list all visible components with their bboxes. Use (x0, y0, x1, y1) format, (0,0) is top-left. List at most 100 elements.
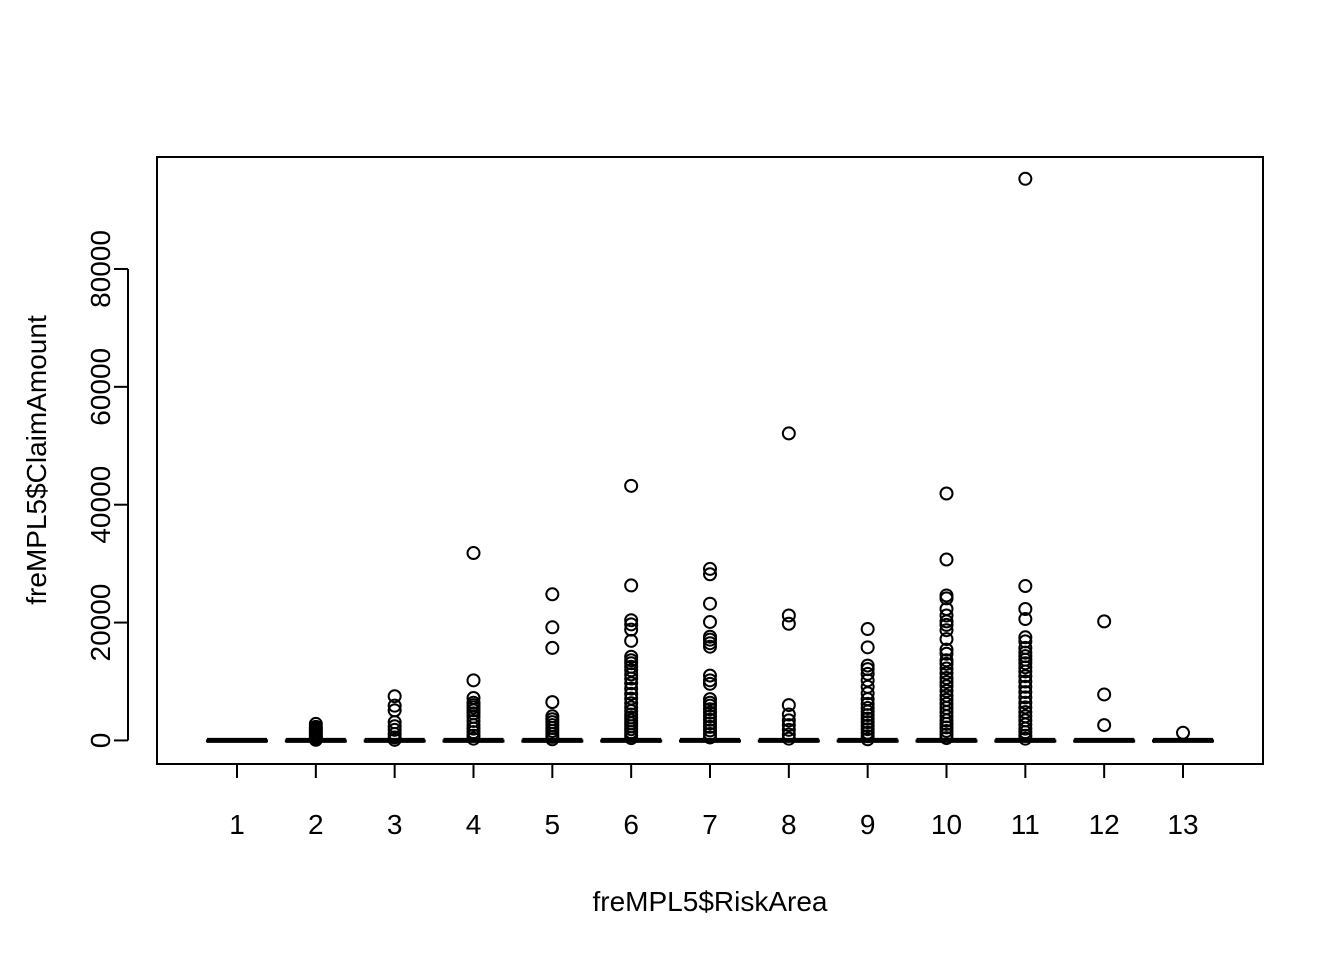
outlier-point (781, 718, 796, 733)
outlier-point (624, 613, 639, 628)
x-tick-label: 10 (931, 809, 962, 840)
outlier-point (1097, 687, 1112, 702)
outlier-point (939, 656, 954, 671)
outlier-point (703, 730, 717, 745)
outlier-point (781, 616, 796, 631)
outlier-point (1018, 685, 1033, 700)
outlier-point (781, 707, 796, 722)
outlier-point (939, 675, 954, 690)
y-tick-label: 60000 (85, 348, 116, 426)
outliers (308, 171, 1190, 747)
outlier-point (781, 722, 796, 737)
outlier-point (860, 732, 875, 747)
y-axis-title: freMPL5$ClaimAmount (21, 315, 52, 605)
outlier-point (781, 713, 796, 728)
outlier-point (466, 731, 481, 746)
boxes (206, 737, 1214, 743)
plot-frame (156, 156, 1264, 765)
outlier-point (1018, 579, 1033, 594)
outlier-point (624, 686, 639, 701)
x-tick-label: 11 (1011, 809, 1040, 840)
outlier-point (939, 679, 954, 694)
outlier-point (939, 608, 954, 623)
outlier-point (1018, 674, 1033, 689)
outlier-point (624, 671, 639, 686)
outlier-point (466, 546, 481, 561)
outlier-point (703, 668, 717, 683)
outlier-point (939, 642, 954, 657)
x-axis: 1 2 3 4 5 6 7 8 9 10 11 12 13 (229, 763, 1199, 840)
x-tick-label: 7 (702, 809, 718, 840)
outlier-point (545, 620, 560, 635)
outlier-point (939, 552, 954, 567)
outlier-point (624, 681, 639, 696)
outlier-point (703, 567, 717, 582)
outlier-point (1018, 669, 1033, 684)
outlier-point (624, 667, 639, 682)
outlier-point (1097, 718, 1112, 733)
outlier-point (939, 646, 954, 661)
outlier-point (387, 722, 402, 737)
y-tick-label: 40000 (85, 466, 116, 544)
outlier-point (1176, 725, 1190, 740)
x-tick-label: 13 (1167, 809, 1198, 840)
outlier-point (545, 695, 560, 710)
outlier-point (624, 617, 639, 632)
outlier-point (703, 596, 717, 611)
outlier-point (703, 676, 717, 691)
outlier-point (1018, 660, 1033, 675)
outlier-point (939, 632, 954, 647)
outlier-point (624, 676, 639, 691)
outlier-point (1018, 731, 1033, 746)
outlier-point (545, 587, 560, 602)
outlier-point (1018, 612, 1033, 627)
outlier-point (939, 486, 954, 501)
outlier-point (781, 698, 796, 713)
x-tick-label: 1 (229, 809, 245, 840)
outlier-point (1097, 614, 1112, 629)
outlier-point (939, 617, 954, 632)
y-tick-label: 20000 (85, 584, 116, 662)
outlier-point (1018, 695, 1033, 710)
outlier-point (703, 614, 717, 629)
outlier-point (939, 623, 954, 638)
outlier-point (781, 731, 796, 746)
outlier-point (1018, 664, 1033, 679)
x-tick-label: 4 (466, 809, 482, 840)
outlier-point (1018, 630, 1033, 645)
outlier-point (466, 673, 481, 688)
y-tick-label: 80000 (85, 230, 116, 308)
outlier-point (781, 426, 796, 441)
y-axis: 0 20000 40000 60000 80000 (85, 230, 129, 748)
outlier-point (624, 633, 639, 648)
outlier-point (1018, 690, 1033, 705)
outlier-point (703, 639, 717, 654)
outlier-point (939, 591, 954, 606)
outlier-point (860, 686, 875, 701)
outlier-point (545, 732, 560, 747)
outlier-point (545, 640, 560, 655)
outlier-point (939, 731, 954, 746)
outlier-point (860, 622, 875, 637)
x-tick-label: 9 (860, 809, 876, 840)
x-tick-label: 8 (781, 809, 797, 840)
outlier-point (703, 561, 717, 576)
outlier-point (781, 608, 796, 623)
outlier-point (387, 689, 402, 704)
outlier-point (1018, 679, 1033, 694)
outlier-point (939, 661, 954, 676)
x-tick-label: 6 (623, 809, 639, 840)
outlier-point (624, 731, 639, 746)
outlier-point (624, 578, 639, 593)
outlier-point (1018, 602, 1033, 617)
outlier-point (1018, 171, 1033, 186)
x-tick-label: 2 (308, 809, 324, 840)
outlier-point (308, 732, 323, 747)
x-tick-label: 5 (545, 809, 561, 840)
outlier-point (624, 478, 639, 493)
x-tick-label: 3 (387, 809, 403, 840)
outlier-point (781, 727, 796, 742)
outlier-point (387, 698, 402, 713)
outlier-point (387, 732, 402, 747)
